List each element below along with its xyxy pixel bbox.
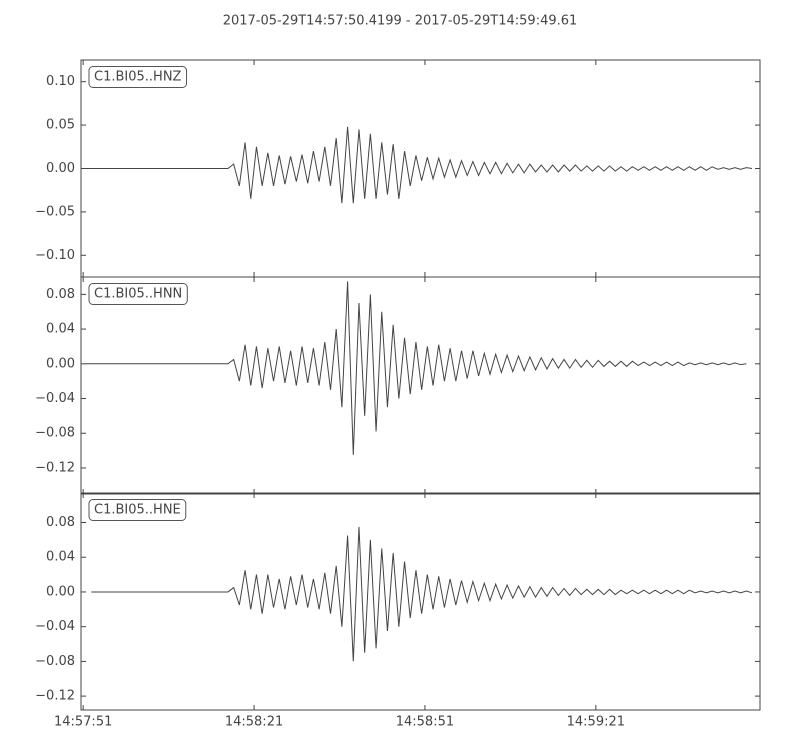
y-tick-label: −0.08 bbox=[35, 426, 75, 441]
trace-label-box bbox=[88, 66, 188, 88]
panel-frame bbox=[80, 276, 761, 495]
trace-label: C1.BI05..HNN bbox=[94, 287, 182, 302]
y-tick-label: −0.08 bbox=[35, 654, 75, 669]
y-tick-label: −0.04 bbox=[35, 619, 75, 634]
trace-label: C1.BI05..HNZ bbox=[94, 70, 182, 85]
y-tick-label: 0.04 bbox=[46, 322, 75, 337]
y-tick-label: −0.12 bbox=[35, 460, 75, 475]
trace-label-box bbox=[88, 283, 188, 305]
y-tick-label: 0.10 bbox=[46, 74, 75, 89]
y-tick-label: −0.10 bbox=[35, 248, 75, 263]
waveform bbox=[85, 126, 753, 204]
chart-title: 2017-05-29T14:57:50.4199 - 2017-05-29T14… bbox=[223, 14, 578, 29]
y-tick-label: 0.00 bbox=[46, 356, 75, 371]
x-tick-label: 14:57:51 bbox=[54, 715, 112, 730]
y-tick-label: 0.00 bbox=[46, 584, 75, 599]
waveform bbox=[91, 526, 753, 662]
panel-frame bbox=[80, 492, 761, 711]
y-tick-label: −0.05 bbox=[35, 204, 75, 219]
waveform bbox=[85, 281, 747, 455]
x-tick-label: 14:58:51 bbox=[396, 715, 454, 730]
y-tick-label: 0.04 bbox=[46, 550, 75, 565]
y-tick-label: −0.12 bbox=[35, 689, 75, 704]
y-tick-label: 0.00 bbox=[46, 161, 75, 176]
y-tick-label: 0.08 bbox=[46, 287, 75, 302]
y-tick-label: 0.08 bbox=[46, 515, 75, 530]
y-tick-label: −0.04 bbox=[35, 391, 75, 406]
y-tick-label: 0.05 bbox=[46, 118, 75, 133]
trace-label: C1.BI05..HNE bbox=[94, 503, 181, 518]
x-tick-label: 14:59:21 bbox=[567, 715, 625, 730]
x-tick-label: 14:58:21 bbox=[225, 715, 283, 730]
trace-label-box bbox=[88, 499, 187, 521]
